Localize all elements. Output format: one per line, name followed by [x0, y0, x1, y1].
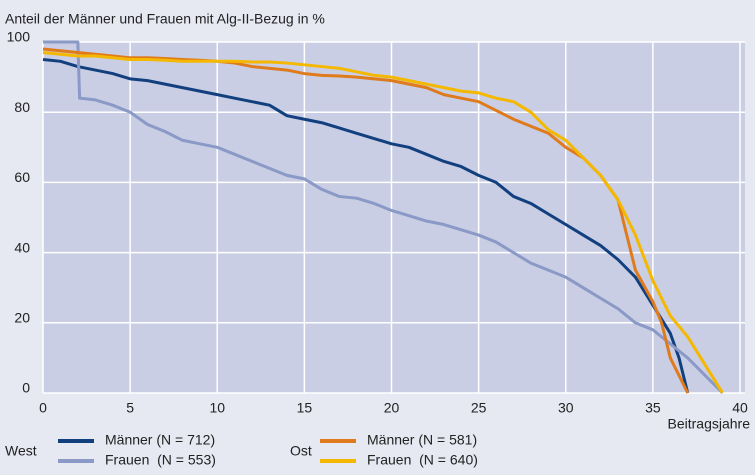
legend-label: Frauen (N = 553) — [105, 452, 216, 468]
y-tick-label: 20 — [14, 310, 30, 326]
chart-title: Anteil der Männer und Frauen mit Alg-II-… — [5, 11, 325, 27]
x-tick-label: 5 — [126, 400, 134, 416]
x-tick-label: 25 — [471, 400, 487, 416]
data-line — [42, 58, 690, 394]
y-tick-label: 60 — [14, 169, 30, 185]
legend-group-label: West — [5, 443, 37, 459]
x-tick-label: 40 — [732, 400, 748, 416]
legend-label: Männer (N = 712) — [105, 432, 215, 448]
x-tick-label: 30 — [558, 400, 574, 416]
x-tick-label: 10 — [209, 400, 225, 416]
plot-area — [43, 42, 745, 393]
y-tick-label: 40 — [14, 239, 30, 255]
x-tick-label: 35 — [645, 400, 661, 416]
data-line — [42, 51, 724, 394]
x-tick-label: 0 — [39, 400, 47, 416]
x-tick-label: 20 — [384, 400, 400, 416]
data-line — [43, 40, 724, 395]
y-tick-label: 80 — [14, 99, 30, 115]
legend-group-label: Ost — [290, 443, 312, 459]
legend-label: Männer (N = 581) — [367, 432, 477, 448]
y-tick-label: 100 — [7, 29, 31, 45]
x-tick-label: 15 — [297, 400, 313, 416]
y-tick-label: 0 — [22, 380, 30, 396]
x-axis-label: Beitragsjahre — [668, 416, 751, 432]
legend-label: Frauen (N = 640) — [367, 452, 478, 468]
